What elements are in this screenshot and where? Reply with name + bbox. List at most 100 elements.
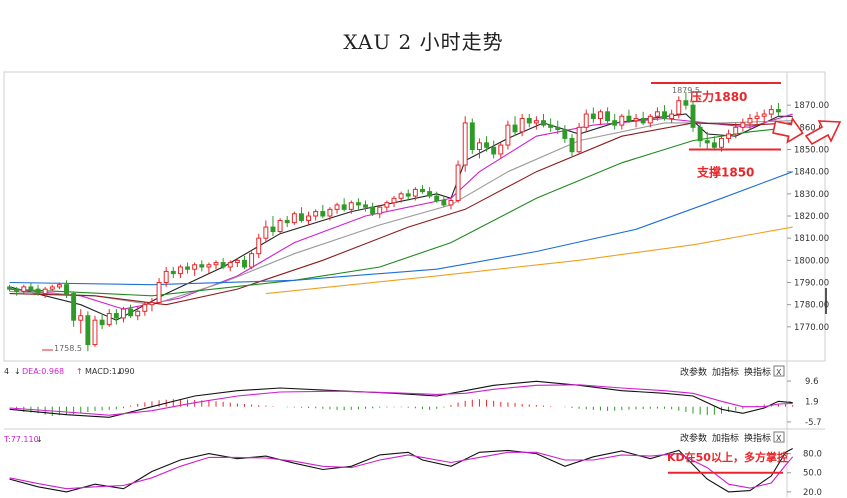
candle	[733, 122, 739, 139]
indicator-number: 4	[4, 367, 9, 376]
candle-body	[270, 226, 276, 233]
candle	[640, 111, 646, 126]
candle-body	[476, 142, 482, 151]
candle	[128, 304, 134, 318]
candle	[7, 284, 13, 292]
candle	[341, 198, 347, 212]
candle	[676, 96, 682, 119]
candle	[284, 216, 290, 228]
macd-dea-line	[9, 384, 793, 416]
price-tick-label-4: 1830.00	[794, 190, 829, 200]
candle-body	[455, 164, 461, 201]
candle	[740, 118, 746, 132]
candle	[590, 107, 596, 123]
candle	[569, 133, 575, 157]
moving-average-ma_fast	[9, 113, 793, 321]
candle-body	[348, 202, 354, 210]
candle-body	[512, 124, 518, 133]
candle	[56, 282, 62, 290]
candle	[234, 258, 240, 267]
candle-body	[434, 195, 440, 201]
candle-body	[177, 266, 183, 275]
candle-body	[775, 109, 781, 113]
candle-body	[206, 264, 212, 268]
candle	[462, 116, 468, 172]
candle-body	[583, 113, 589, 128]
candle	[711, 136, 717, 150]
candle	[427, 187, 433, 199]
candle	[576, 122, 582, 154]
candle-body	[420, 188, 425, 193]
kd-switch-indicator-button[interactable]: 换指标	[744, 432, 771, 444]
kd-close-button[interactable]	[773, 431, 785, 443]
kd-tick-label-0: 80.0	[803, 450, 822, 460]
candle-body	[462, 122, 468, 166]
macd-switch-indicator-button[interactable]: 换指标	[744, 366, 771, 378]
candle-body	[313, 211, 319, 217]
candle-body	[412, 188, 418, 197]
candle	[669, 109, 675, 123]
kd-add-indicator-button[interactable]: 加指标	[712, 432, 739, 444]
candle-body	[768, 109, 774, 115]
candle	[370, 202, 376, 216]
macd-close-icon: X	[776, 368, 782, 377]
candle	[106, 309, 112, 327]
candle-body	[99, 319, 105, 326]
macd-tick-label-1: 1.9	[805, 398, 819, 408]
price-tick-label-1: 1860.00	[794, 123, 829, 133]
candle-body	[106, 313, 112, 326]
candle-body	[213, 262, 219, 266]
candle-body	[704, 140, 710, 144]
macd-change-params-button[interactable]: 改参数	[680, 366, 707, 378]
candle	[754, 111, 760, 126]
price-tick-label-7: 1800.00	[794, 256, 829, 266]
candle	[697, 122, 703, 148]
candle	[405, 189, 411, 201]
macd-add-indicator-button[interactable]: 加指标	[712, 366, 739, 378]
candle	[199, 260, 205, 272]
candle-body	[363, 204, 368, 208]
candle-body	[64, 284, 69, 295]
price-tick-label-2: 1850.00	[794, 146, 829, 156]
price-tick-label-8: 1790.00	[794, 279, 829, 289]
candle-body	[690, 104, 696, 128]
arrow-down-icon-2[interactable]: ↓	[116, 367, 123, 376]
candle-body	[277, 219, 283, 233]
candle	[35, 284, 41, 296]
candle	[555, 120, 561, 134]
kd-arrow-down-icon[interactable]: ↓	[36, 435, 43, 444]
candle	[249, 251, 255, 270]
candle-body	[28, 286, 34, 290]
candle	[768, 105, 774, 119]
candle	[163, 266, 169, 287]
candle-body	[533, 120, 539, 124]
candle-body	[441, 199, 447, 206]
candle-body	[242, 259, 247, 268]
candle	[526, 114, 532, 128]
candle	[726, 129, 732, 143]
candle-body	[498, 144, 504, 155]
candle-body	[662, 111, 667, 119]
candle-body	[405, 193, 411, 197]
kd-tick-label-1: 50.0	[803, 469, 822, 479]
candle	[320, 204, 326, 219]
candle	[683, 91, 689, 110]
candle	[270, 216, 276, 236]
arrow-up-icon[interactable]: ↑	[76, 367, 83, 376]
candle	[135, 306, 141, 321]
candle	[306, 211, 312, 225]
candle	[170, 266, 176, 279]
candle-body	[92, 319, 98, 346]
candle	[355, 198, 361, 210]
candle-body	[56, 284, 62, 288]
candle	[384, 200, 390, 212]
candle	[512, 116, 518, 137]
arrow-down-icon[interactable]: ↓	[14, 367, 21, 376]
candle	[548, 118, 554, 132]
candle-body	[711, 142, 717, 148]
macd-close-button[interactable]	[773, 365, 785, 377]
kd-change-params-button[interactable]: 改参数	[680, 432, 707, 444]
candle	[85, 311, 91, 352]
candle-body	[719, 137, 724, 148]
candle-body	[227, 262, 233, 268]
